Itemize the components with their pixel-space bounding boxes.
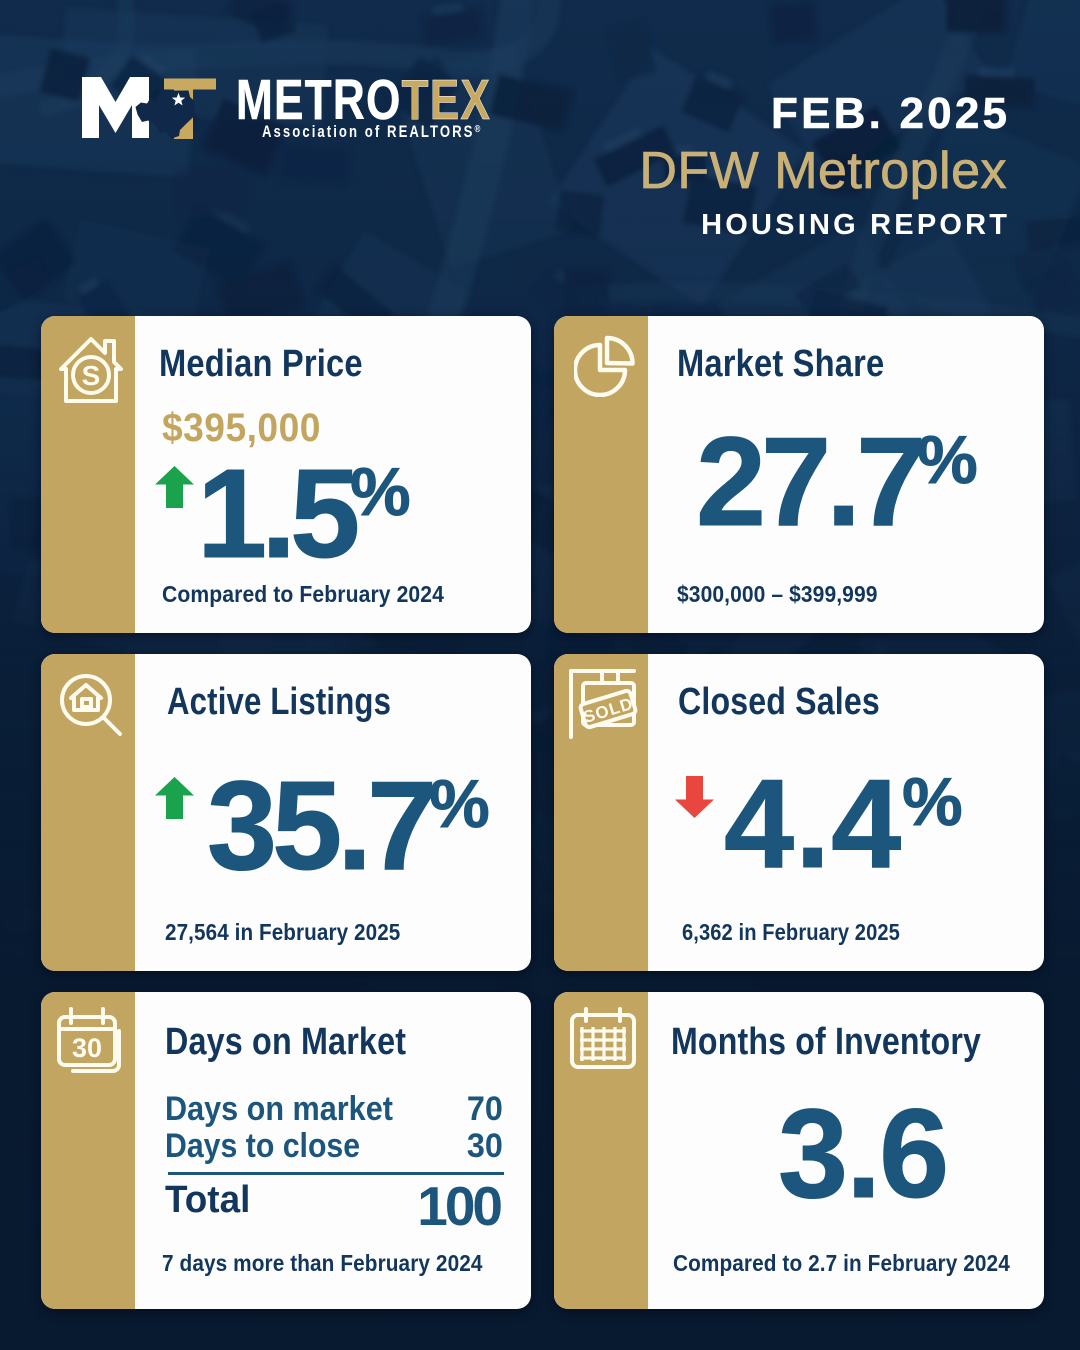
svg-text:30: 30 (72, 1033, 102, 1063)
svg-text:S: S (82, 360, 101, 391)
